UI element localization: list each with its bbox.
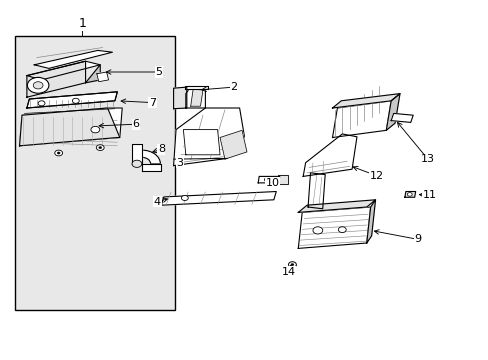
Polygon shape bbox=[142, 164, 161, 171]
Circle shape bbox=[99, 147, 102, 149]
Text: 13: 13 bbox=[420, 154, 434, 164]
Polygon shape bbox=[366, 200, 375, 243]
Polygon shape bbox=[258, 176, 279, 183]
Polygon shape bbox=[277, 175, 287, 184]
Polygon shape bbox=[27, 61, 85, 97]
Polygon shape bbox=[184, 86, 207, 89]
Circle shape bbox=[33, 82, 43, 89]
Circle shape bbox=[312, 227, 322, 234]
Circle shape bbox=[57, 152, 60, 154]
Polygon shape bbox=[20, 108, 120, 146]
Polygon shape bbox=[220, 130, 246, 159]
Circle shape bbox=[27, 77, 49, 93]
Circle shape bbox=[72, 98, 79, 103]
Polygon shape bbox=[27, 61, 100, 80]
Polygon shape bbox=[173, 108, 244, 166]
Text: 3: 3 bbox=[176, 158, 183, 168]
Text: 1: 1 bbox=[78, 17, 86, 30]
Text: 7: 7 bbox=[149, 98, 156, 108]
Polygon shape bbox=[173, 87, 186, 109]
Text: 2: 2 bbox=[230, 82, 237, 92]
Circle shape bbox=[290, 264, 293, 266]
Polygon shape bbox=[20, 108, 122, 146]
Wedge shape bbox=[142, 150, 160, 164]
Polygon shape bbox=[298, 200, 375, 212]
Polygon shape bbox=[386, 94, 399, 130]
Polygon shape bbox=[132, 144, 142, 164]
Polygon shape bbox=[27, 92, 117, 108]
Circle shape bbox=[407, 193, 411, 196]
Polygon shape bbox=[85, 65, 100, 83]
Circle shape bbox=[91, 126, 100, 133]
Text: 10: 10 bbox=[265, 178, 279, 188]
Text: 8: 8 bbox=[158, 144, 164, 154]
Circle shape bbox=[132, 160, 142, 167]
Polygon shape bbox=[332, 94, 399, 108]
Text: 6: 6 bbox=[132, 119, 139, 129]
Circle shape bbox=[55, 150, 62, 156]
Circle shape bbox=[96, 145, 104, 150]
Circle shape bbox=[264, 177, 271, 182]
Polygon shape bbox=[34, 50, 112, 68]
Circle shape bbox=[38, 101, 45, 106]
Circle shape bbox=[338, 227, 346, 233]
Polygon shape bbox=[390, 113, 412, 122]
Text: 4: 4 bbox=[154, 197, 161, 207]
Polygon shape bbox=[307, 173, 325, 209]
Text: 12: 12 bbox=[369, 171, 383, 181]
Polygon shape bbox=[97, 72, 108, 82]
Text: 9: 9 bbox=[414, 234, 421, 244]
Polygon shape bbox=[185, 87, 205, 108]
Polygon shape bbox=[161, 192, 276, 205]
Polygon shape bbox=[404, 192, 415, 197]
Polygon shape bbox=[332, 101, 390, 138]
Text: 5: 5 bbox=[155, 67, 162, 77]
Circle shape bbox=[288, 262, 296, 267]
Text: 14: 14 bbox=[281, 267, 295, 277]
Polygon shape bbox=[183, 130, 220, 155]
Bar bbox=[15, 36, 175, 310]
Polygon shape bbox=[298, 207, 370, 248]
Text: 11: 11 bbox=[422, 190, 435, 200]
Polygon shape bbox=[190, 89, 203, 106]
Circle shape bbox=[181, 195, 188, 201]
Polygon shape bbox=[303, 134, 356, 176]
